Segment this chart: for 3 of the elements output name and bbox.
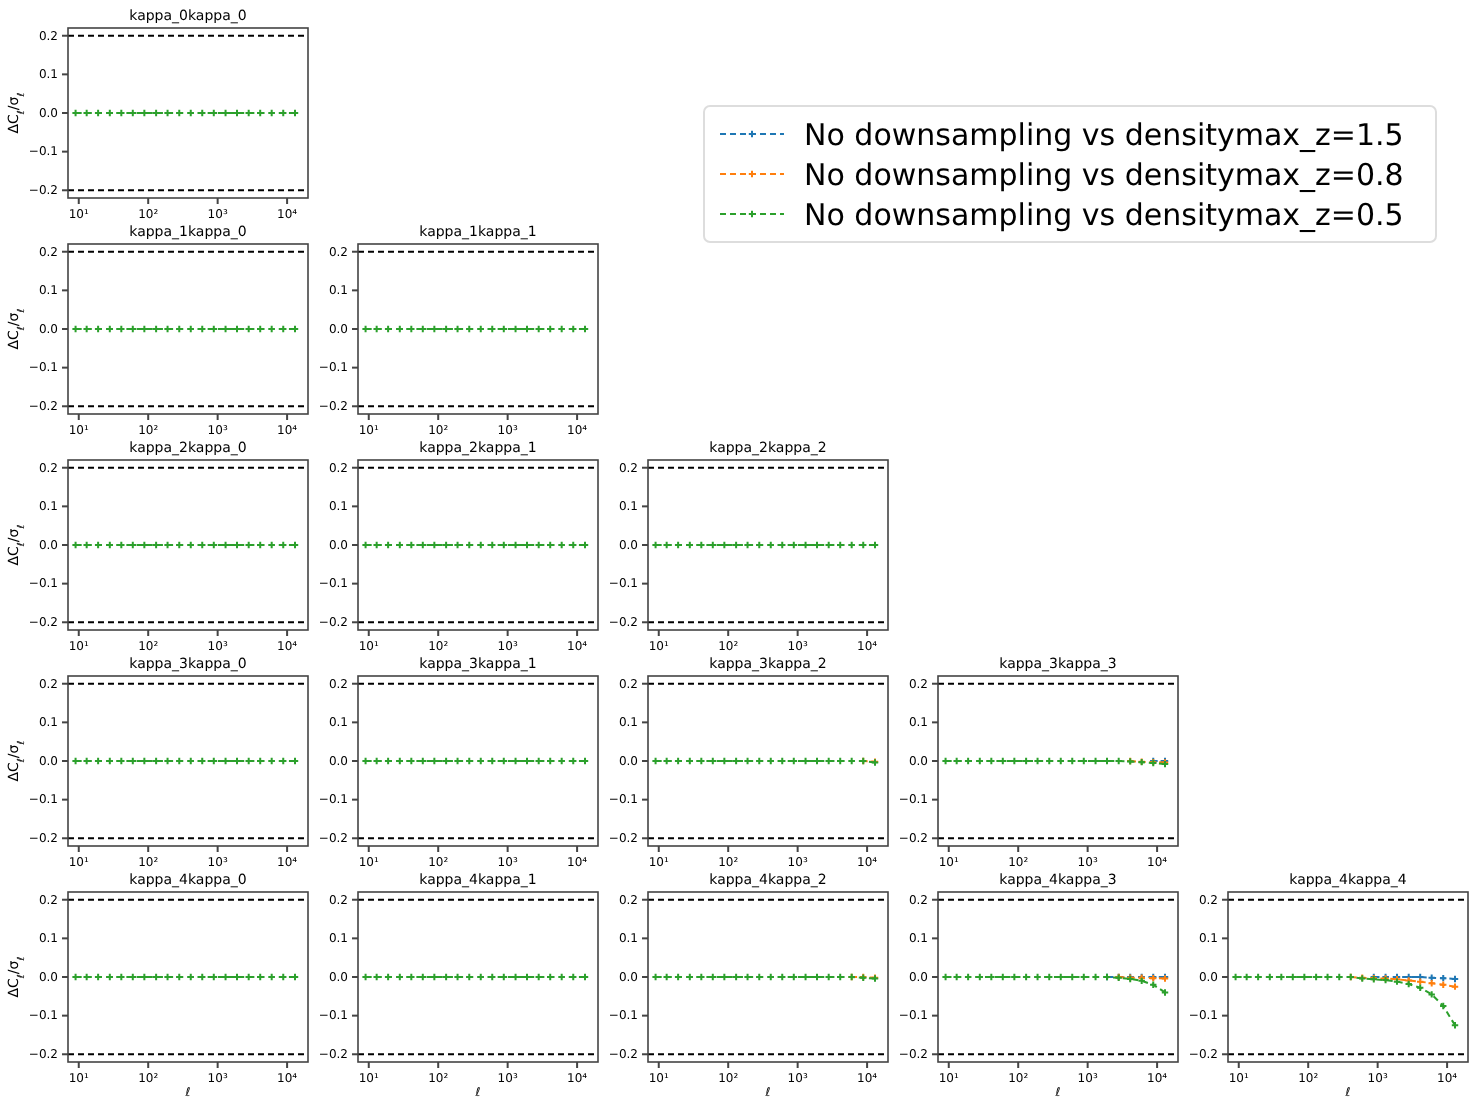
legend-label: No downsampling vs densitymax_z=1.5 [804,116,1404,153]
legend-label: No downsampling vs densitymax_z=0.5 [804,196,1404,233]
legend-label: No downsampling vs densitymax_z=0.8 [804,156,1404,193]
